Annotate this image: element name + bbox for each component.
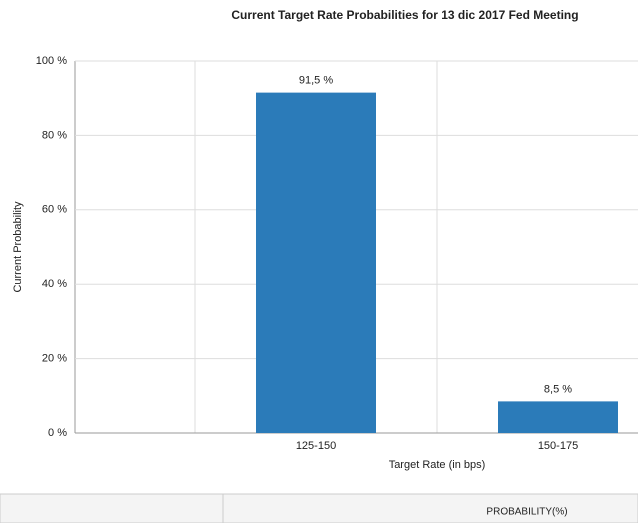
x-tick-label: 150-175 bbox=[538, 440, 578, 452]
y-tick-label: 40 % bbox=[42, 278, 67, 290]
y-tick-label: 0 % bbox=[48, 427, 67, 439]
y-tick-label: 80 % bbox=[42, 129, 67, 141]
x-tick-label: 125-150 bbox=[296, 440, 336, 452]
value-label: 8,5 % bbox=[544, 383, 572, 395]
y-tick-label: 60 % bbox=[42, 204, 67, 216]
bar bbox=[256, 92, 376, 434]
y-tick-label: 100 % bbox=[36, 55, 67, 67]
table-header-bar bbox=[0, 493, 638, 523]
y-axis-label: Current Probability bbox=[12, 201, 24, 293]
value-label: 91,5 % bbox=[299, 75, 333, 87]
chart-title: Current Target Rate Probabilities for 13… bbox=[231, 8, 578, 22]
table-header: PROBABILITY(%) bbox=[486, 507, 567, 518]
y-tick-label: 20 % bbox=[42, 353, 67, 365]
x-axis-label: Target Rate (in bps) bbox=[389, 459, 486, 471]
bar bbox=[498, 401, 618, 433]
